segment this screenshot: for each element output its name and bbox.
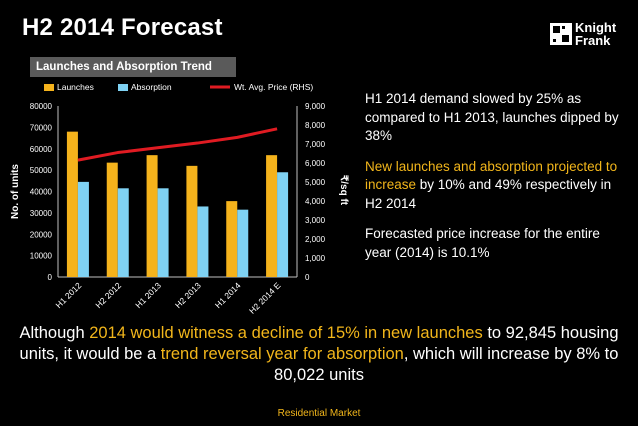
x-tick-label: H1 2014 [213,280,243,310]
y2-tick-label: 1,000 [305,254,326,263]
bullet-2: New launches and absorption projected to… [365,158,627,214]
logo-mark-icon [550,23,572,45]
bar-launches [146,155,158,277]
y-tick-label: 50000 [30,166,53,175]
launches-absorption-chart: 0 10000 20000 30000 40000 50000 60000 70000 8000… [10,82,349,316]
y-tick-label: 70000 [30,123,53,132]
bar-launches [106,162,118,277]
bar-absorption [157,188,169,277]
y-tick-label: 40000 [30,188,53,197]
knight-frank-logo: Knight Frank [550,21,634,55]
x-tick-label: H2 2014 E [247,280,283,316]
bullet-2-rest: by 10% and 49% respectively in H2 2014 [365,177,612,211]
bar-launches [66,131,78,277]
y-tick-label: 80000 [30,102,53,111]
logo-line-1: Knight [575,20,617,35]
footer-label: Residential Market [277,408,361,419]
y2-tick-label: 5,000 [305,178,326,187]
bar-launches [186,165,198,277]
x-tick-label: H2 2013 [173,280,203,310]
summary-part-1: Although [19,324,90,342]
y-tick-label: 0 [48,273,53,282]
bullet-3: Forecasted price increase for the entire… [365,226,600,260]
logo-text: Knight Frank [575,21,616,47]
summary-text: Although 2014 would witness a decline of… [10,323,628,386]
summary-highlight-2: trend reversal year for absorption [160,345,404,363]
y-tick-label: 20000 [30,230,53,239]
bar-launches [226,201,238,277]
y2-axis-title: ₹/sq ft [338,175,349,206]
summary-highlight-1: 2014 would witness a decline of 15% in n… [89,324,483,342]
y-tick-label: 60000 [30,145,53,154]
legend-swatch [44,84,54,91]
bar-absorption [77,181,89,277]
logo-line-2: Frank [575,33,611,48]
y2-tick-label: 9,000 [305,102,326,111]
summary-part-2: to 92,845 housing units, it would be a [19,324,619,363]
y2-tick-label: 4,000 [305,197,326,206]
bar-absorption [237,209,249,277]
y2-tick-label: 7,000 [305,140,326,149]
page-title: H2 2014 Forecast [22,14,223,41]
y2-tick-label: 6,000 [305,159,326,168]
x-tick-label: H2 2012 [93,280,123,310]
y-tick-label: 10000 [30,252,53,261]
bullet-1: H1 2014 demand slowed by 25% as compared… [365,91,619,143]
bar-absorption [117,188,129,277]
summary-part-3: , which will increase by 8% to 80,022 un… [274,345,619,384]
bar-launches [266,155,278,277]
y2-tick-label: 3,000 [305,216,326,225]
line-price [77,127,278,162]
x-tick-label: H1 2012 [54,280,84,310]
bar-absorption [197,206,209,277]
bullet-2-highlight: New launches and absorption projected to… [365,158,618,193]
y2-tick-label: 2,000 [305,235,326,244]
y-tick-label: 30000 [30,209,53,218]
legend-label: Absorption [131,82,172,92]
bullet-points: H1 2014 demand slowed by 25% as compared… [365,90,627,274]
y-axis-title: No. of units [10,164,21,219]
legend-label: Launches [57,82,94,92]
legend-swatch [118,84,128,91]
x-tick-label: H1 2013 [133,280,163,310]
y2-tick-label: 8,000 [305,121,326,130]
bar-absorption [277,172,289,277]
legend-label: Wt. Avg. Price (RHS) [234,82,313,92]
y2-tick-label: 0 [305,273,310,282]
chart-box-title: Launches and Absorption Trend [30,57,236,77]
